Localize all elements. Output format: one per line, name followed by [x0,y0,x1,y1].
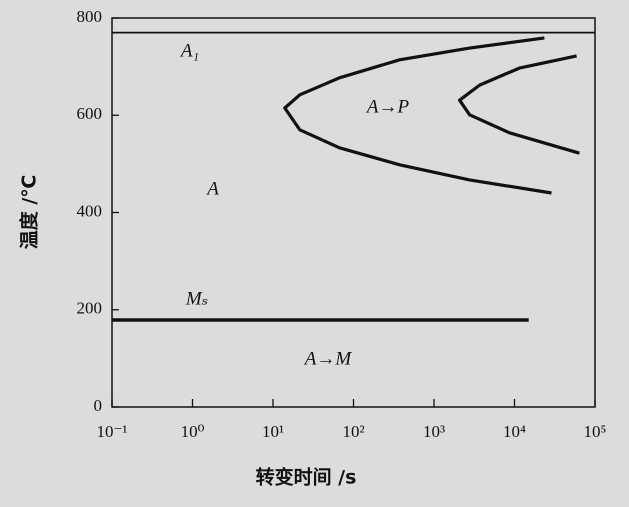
x-tick-label: 10¹ [262,422,284,441]
y-axis-title: 温度 /℃ [18,175,41,250]
y-tick-label: 200 [77,299,103,318]
y-tick-label: 400 [77,201,103,220]
y-tick-label: 600 [77,104,103,123]
y-tick-label: 0 [94,396,103,415]
curve [283,36,552,195]
x-tick-label: 10³ [423,422,445,441]
annotation: A→P [365,96,410,117]
x-tick-label: 10⁻¹ [96,422,127,441]
annotation: Mₛ [185,288,208,309]
plot-frame [111,17,596,408]
annotation: A→M [303,348,353,369]
x-tick-label: 10⁴ [503,422,526,441]
annotation: A [205,178,219,199]
y-tick-label: 800 [77,7,103,26]
annotation: A₁ [179,40,199,61]
x-tick-label: 10⁰ [181,422,205,441]
x-axis-title: 转变时间 /s [256,466,357,489]
curve [458,54,580,155]
x-tick-label: 10² [342,422,364,441]
x-tick-label: 10⁵ [584,422,607,441]
